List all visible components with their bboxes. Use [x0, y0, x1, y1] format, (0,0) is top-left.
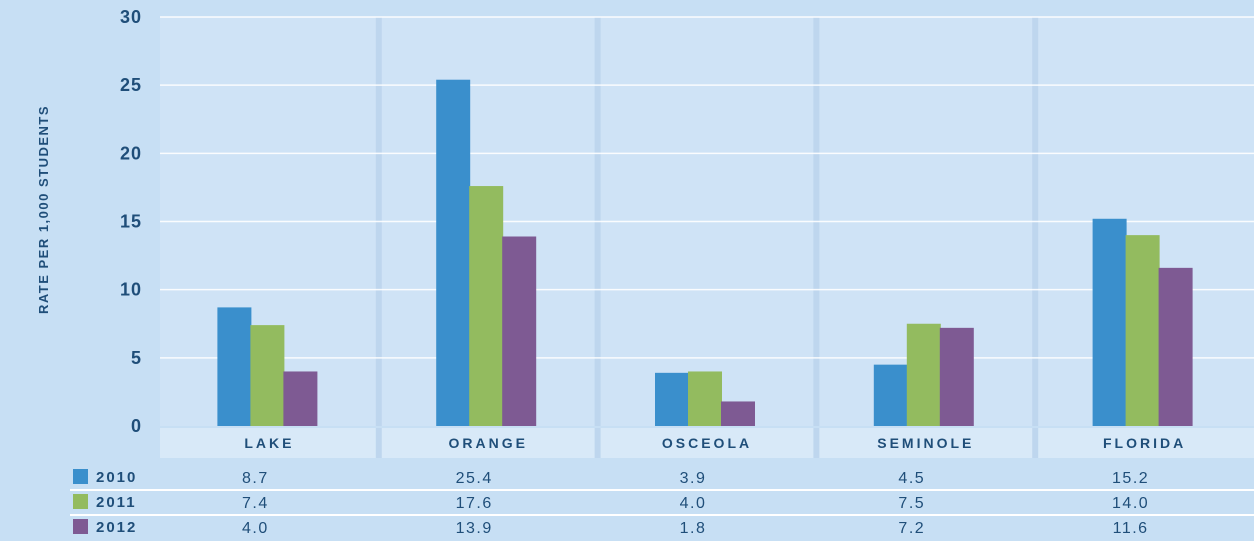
bar-2011-seminole — [906, 323, 941, 426]
table-value-2010-florida: 15.2 — [1112, 470, 1149, 487]
bar-2010-lake — [217, 307, 252, 426]
bar-2011-lake — [250, 325, 285, 426]
bar-2011-orange — [469, 186, 504, 426]
bar-2011-osceola — [688, 371, 722, 426]
bar-2012-osceola — [721, 401, 755, 426]
x-category-label: LAKE — [244, 435, 294, 451]
y-tick-label: 5 — [131, 348, 142, 368]
table-value-2010-osceola: 3.9 — [680, 470, 707, 487]
category-strip-separator — [813, 428, 820, 458]
category-strip-separator — [375, 428, 382, 458]
bar-2012-florida — [1158, 267, 1193, 426]
legend-swatch-2011 — [73, 494, 88, 509]
table-value-2012-osceola: 1.8 — [680, 520, 707, 537]
category-strip-separator — [594, 428, 601, 458]
category-strip-separator — [1032, 428, 1039, 458]
table-value-2012-seminole: 7.2 — [898, 520, 925, 537]
bar-2012-seminole — [939, 327, 974, 426]
legend-swatch-2012 — [73, 519, 88, 534]
y-tick-label: 20 — [120, 143, 142, 163]
bar-2010-florida — [1092, 218, 1127, 426]
bar-2010-osceola — [655, 372, 689, 426]
bar-2012-lake — [283, 371, 318, 426]
y-tick-label: 30 — [120, 7, 142, 27]
y-tick-label: 10 — [120, 280, 142, 300]
x-category-label: SEMINOLE — [877, 435, 974, 451]
x-category-label: FLORIDA — [1103, 435, 1186, 451]
table-value-2011-seminole: 7.5 — [898, 495, 925, 512]
bar-2010-seminole — [873, 364, 908, 426]
x-category-label: ORANGE — [448, 435, 527, 451]
bar-2010-orange — [436, 79, 471, 427]
table-value-2012-florida: 11.6 — [1113, 520, 1149, 537]
table-value-2011-florida: 14.0 — [1112, 495, 1149, 512]
legend-label-2010: 2010 — [96, 469, 137, 486]
category-strip — [160, 428, 1254, 458]
legend-swatch-2010 — [73, 469, 88, 484]
table-value-2011-orange: 17.6 — [456, 495, 493, 512]
y-axis-label: RATE PER 1,000 STUDENTS — [36, 105, 51, 314]
table-value-2010-seminole: 4.5 — [898, 470, 925, 487]
table-value-2012-orange: 13.9 — [456, 520, 493, 537]
legend-label-2011: 2011 — [96, 494, 137, 511]
y-tick-label: 0 — [131, 416, 142, 436]
table-value-2011-osceola: 4.0 — [680, 495, 707, 512]
table-value-2012-lake: 4.0 — [242, 520, 269, 537]
y-tick-label: 15 — [120, 212, 142, 232]
table-value-2010-lake: 8.7 — [242, 470, 269, 487]
x-category-label: OSCEOLA — [662, 435, 752, 451]
table-value-2010-orange: 25.4 — [456, 470, 493, 487]
y-tick-label: 25 — [120, 75, 142, 95]
bar-2011-florida — [1125, 235, 1160, 426]
bar-2012-orange — [502, 236, 537, 426]
legend-label-2012: 2012 — [96, 519, 137, 536]
table-value-2011-lake: 7.4 — [242, 495, 269, 512]
